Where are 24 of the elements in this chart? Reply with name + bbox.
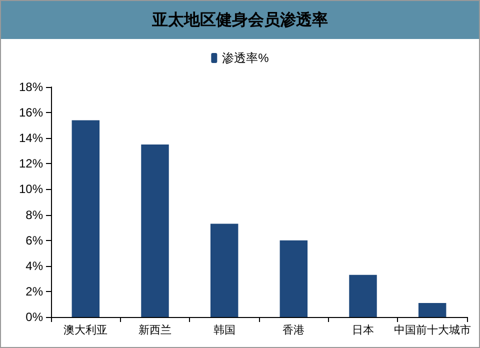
chart-title: 亚太地区健身会员渗透率 (1, 1, 479, 39)
bar (72, 120, 100, 317)
legend-label: 渗透率% (222, 51, 270, 65)
x-tick-label: 新西兰 (138, 324, 172, 336)
bar (280, 240, 308, 317)
y-tick-label: 10% (18, 182, 44, 196)
x-tick-label: 日本 (352, 324, 374, 336)
bar (349, 274, 377, 317)
y-tick-label: 16% (18, 106, 44, 120)
bar (141, 144, 169, 317)
x-tick-label: 中国前十大城市 (394, 324, 471, 336)
x-tick-label: 澳大利亚 (64, 324, 108, 336)
x-tick-label: 香港 (282, 324, 305, 336)
y-tick-label: 2% (26, 284, 44, 298)
bar (210, 224, 238, 317)
y-tick-label: 14% (18, 131, 44, 146)
y-tick-label: 18% (18, 80, 44, 94)
bar (418, 302, 446, 317)
y-tick-label: 0% (26, 310, 44, 324)
y-tick-label: 8% (26, 208, 44, 222)
y-tick-label: 4% (26, 258, 44, 273)
x-tick-label: 韩国 (213, 324, 236, 336)
y-tick-label: 6% (26, 233, 44, 248)
y-tick-label: 12% (18, 156, 44, 171)
